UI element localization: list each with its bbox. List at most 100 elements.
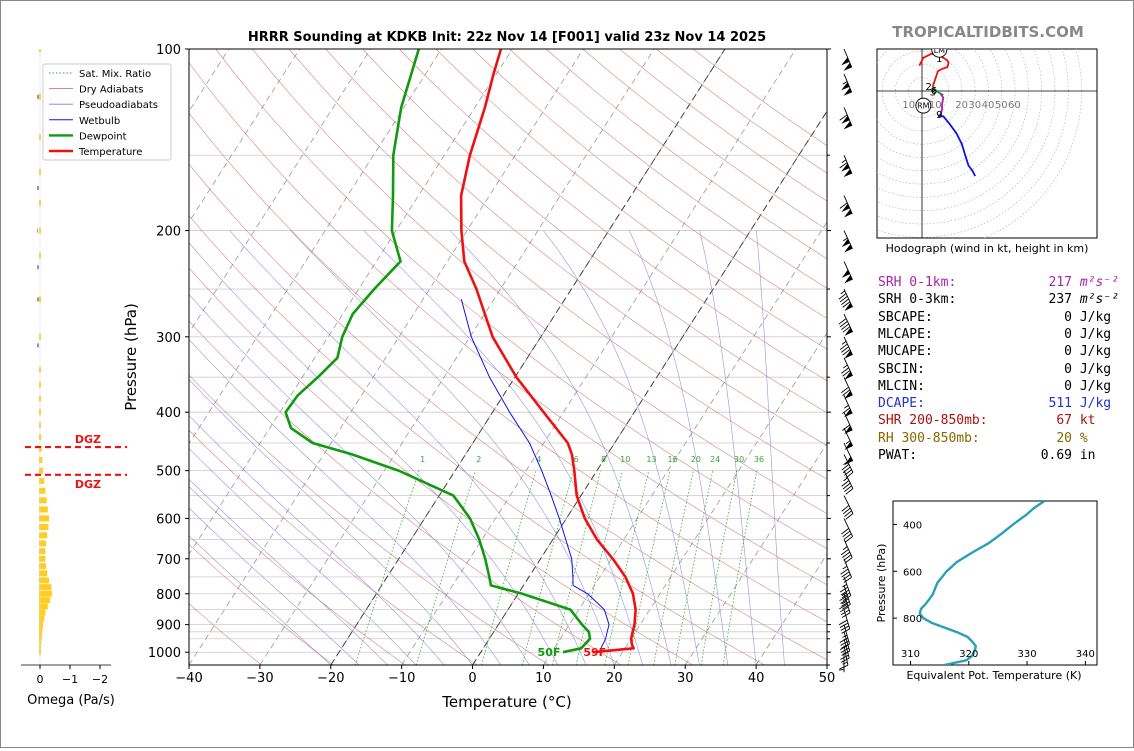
omega-bar xyxy=(39,584,52,591)
wind-barb xyxy=(839,195,853,218)
surface-temperature-label: 59F xyxy=(583,646,606,659)
index-row: SRH 0-1km: 217 m²s⁻² xyxy=(878,275,1119,290)
moist-adiabat xyxy=(699,230,757,665)
legend-label: Pseudoadiabats xyxy=(79,100,158,111)
isotherm-emphasis xyxy=(330,49,726,665)
skewt-axis-ticks: −40 −30 −20 −10 0 10 20 30 40 50 100 200 300 400 500 60… xyxy=(148,43,835,686)
dgz-label: DGZ xyxy=(75,478,101,491)
storm-motion-label: RM xyxy=(917,102,930,111)
omega-minor-mark xyxy=(37,343,39,348)
moist-adiabat xyxy=(290,230,615,665)
mixing-ratio-line xyxy=(722,470,758,665)
y-tick-label: 700 xyxy=(156,553,181,568)
isotherm xyxy=(189,49,584,665)
moist-adiabat xyxy=(189,379,473,665)
y-tick-label: 1000 xyxy=(148,646,181,661)
theta-e-x-tick-label: 330 xyxy=(1018,649,1037,660)
mixing-ratio-label: 20 xyxy=(691,455,701,464)
wind-barb xyxy=(842,395,853,418)
hodograph-ring-label: 10 xyxy=(929,100,942,111)
dry-adiabat xyxy=(189,215,765,665)
omega-bar xyxy=(39,555,46,562)
legend-label: Dewpoint xyxy=(79,131,127,142)
skewt-background-lines: 1 2 4 6 8 10 13 16 20 24 30 36 xyxy=(189,49,827,665)
moist-adiabat xyxy=(543,230,700,665)
x-tick-label: −10 xyxy=(388,671,415,686)
hodograph-plot: 10 10 20 30 40 50 60 1 236 9 LM RM xyxy=(877,49,1097,238)
hodograph-ring-label: 40 xyxy=(982,100,995,111)
omega-bar xyxy=(39,506,48,513)
dry-adiabat xyxy=(189,486,406,665)
omega-bar xyxy=(39,633,42,640)
legend-label: Wetbulb xyxy=(79,116,120,127)
dry-adiabat xyxy=(189,267,693,665)
x-tick-label: 20 xyxy=(606,671,623,686)
isotherm xyxy=(613,331,827,665)
mixing-ratio-label: 13 xyxy=(646,455,656,464)
hodograph-caption: Hodograph (wind in kt, height in km) xyxy=(886,242,1089,255)
theta-e-plot xyxy=(918,501,1046,665)
dry-adiabat xyxy=(189,320,622,665)
index-row: MLCAPE: 0 J/kg xyxy=(878,327,1111,342)
y-tick-label: 200 xyxy=(156,225,181,240)
mixing-ratio-line xyxy=(551,470,602,665)
omega-tick-label: −1 xyxy=(62,673,78,686)
omega-tick-label: 0 xyxy=(37,673,44,686)
y-tick-label: 300 xyxy=(156,331,181,346)
legend-item: Temperature xyxy=(49,147,142,158)
moist-adiabat xyxy=(629,230,729,665)
mixing-ratio-label: 8 xyxy=(601,455,606,464)
skewt-series-layer: 50F 59F xyxy=(284,49,637,659)
wind-barb xyxy=(841,495,854,520)
storm-motion-marker xyxy=(931,49,948,58)
theta-e-frame xyxy=(892,500,1098,666)
isotherm-emphasis xyxy=(472,110,827,665)
moist-adiabat xyxy=(189,415,445,665)
index-value: 0 xyxy=(1064,361,1072,377)
index-row: MUCAPE: 0 J/kg xyxy=(878,344,1111,359)
index-unit: J/kg xyxy=(1072,326,1112,342)
index-unit: J/kg xyxy=(1072,344,1112,360)
mixing-ratio-line xyxy=(354,470,420,665)
dry-adiabat xyxy=(189,112,827,623)
index-label: SBCAPE: xyxy=(878,309,933,325)
wind-barb xyxy=(839,155,853,178)
dry-adiabat xyxy=(189,429,478,665)
index-row: SBCIN: 0 J/kg xyxy=(878,362,1111,377)
moist-adiabat xyxy=(449,230,672,665)
x-tick-label: 40 xyxy=(748,671,765,686)
skewt-plot-frame xyxy=(188,48,828,666)
omega-minor-mark xyxy=(37,228,38,233)
mixing-ratio-label: 10 xyxy=(620,455,630,464)
y-tick-label: 900 xyxy=(156,619,181,634)
wind-barb xyxy=(841,518,853,543)
hodograph-height-label: 3 xyxy=(929,87,935,98)
hodograph-ring-label: 30 xyxy=(968,100,981,111)
omega-bar xyxy=(39,563,46,570)
omega-minor-mark xyxy=(37,297,39,302)
legend-item: Pseudoadiabats xyxy=(49,100,158,111)
omega-bar xyxy=(39,577,49,584)
moist-adiabat xyxy=(189,535,332,665)
theta-e-y-tick-label: 800 xyxy=(903,614,922,625)
omega-bar xyxy=(39,487,46,494)
mixing-ratio-label: 1 xyxy=(420,455,425,464)
index-label: SBCIN: xyxy=(878,361,925,377)
chart-title: HRRR Sounding at KDKB Init: 22z Nov 14 [… xyxy=(248,30,766,45)
hodograph-height-label: 2 xyxy=(925,82,931,93)
isotherm xyxy=(755,553,827,665)
index-row: SBCAPE: 0 J/kg xyxy=(878,310,1111,325)
theta-e-x-tick-label: 310 xyxy=(901,649,920,660)
moist-adiabat xyxy=(189,448,417,665)
wind-barb xyxy=(839,107,853,130)
wind-barb xyxy=(841,377,853,400)
omega-bar xyxy=(39,597,51,604)
isotherm xyxy=(543,221,827,665)
index-value: 0 xyxy=(1064,378,1072,394)
wind-barb xyxy=(839,336,853,359)
hodograph-height-label: 6 xyxy=(931,86,937,97)
hodograph-segment xyxy=(918,52,950,88)
legend-item: Wetbulb xyxy=(49,116,120,127)
chart-legend: Sat. Mix. Ratio Dry Adiabats Pseudoadiabat… xyxy=(42,63,172,161)
